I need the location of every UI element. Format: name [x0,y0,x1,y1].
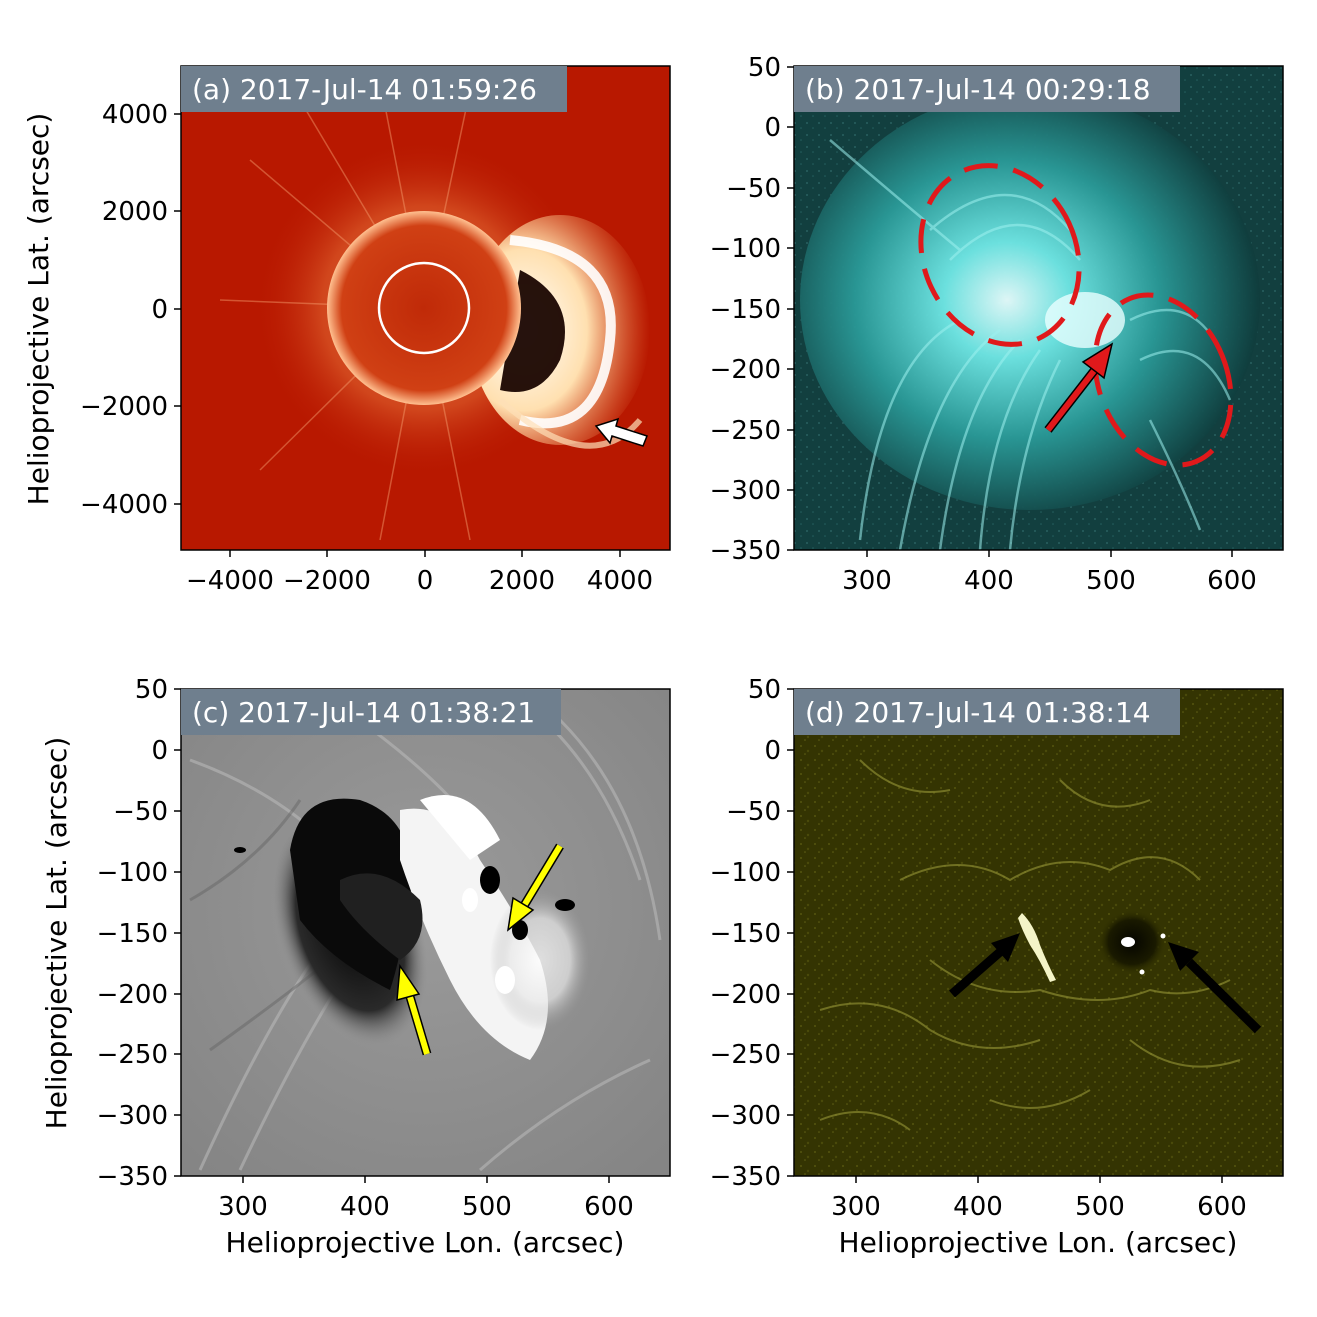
y-tick: 2000 [102,197,168,227]
panel-b-title-box [794,66,1180,112]
x-tick: 2000 [489,566,555,596]
yellow-arrow-icon [396,963,432,1056]
x-tick: 400 [953,1192,1003,1222]
x-tick: 500 [1075,1192,1125,1222]
x-tick: −4000 [186,566,274,596]
y-tick: −200 [97,980,168,1010]
x-axis-label: Helioprojective Lon. (arcsec) [226,1226,625,1259]
y-tick: −350 [97,1162,168,1192]
yellow-arrow-icon [506,843,564,932]
y-tick: −300 [97,1101,168,1131]
panel-a-title-box [181,66,567,112]
panel-b-image [794,66,1283,550]
y-tick: 50 [748,675,781,705]
panel-d-title: (d) 2017-Jul-14 01:38:14 [805,696,1151,729]
x-tick: −2000 [283,566,371,596]
x-axis-label: Helioprojective Lon. (arcsec) [839,1226,1238,1259]
y-tick: 0 [151,295,168,325]
y-tick: −100 [97,858,168,888]
y-tick: −200 [710,355,781,385]
x-tick: 400 [964,566,1014,596]
x-tick: 600 [584,1192,634,1222]
x-tick: 4000 [587,566,653,596]
panel-c: (c) 2017-Jul-14 01:38:21 300 400 500 600… [40,675,671,1259]
y-tick: 50 [135,675,168,705]
x-tick: 400 [340,1192,390,1222]
y-tick: −50 [113,797,168,827]
y-tick: −300 [710,476,781,506]
y-axis-label: Helioprojective Lat. (arcsec) [40,737,73,1130]
panel-d: (d) 2017-Jul-14 01:38:14 300 400 500 600… [710,675,1284,1259]
red-arrow-icon [1044,342,1114,433]
y-tick: −250 [97,1040,168,1070]
y-tick: −350 [710,1162,781,1192]
y-tick: 0 [151,736,168,766]
y-tick: −100 [710,234,781,264]
y-tick: 0 [764,736,781,766]
y-tick: 0 [764,113,781,143]
y-axis-label: Helioprojective Lat. (arcsec) [22,113,55,506]
panel-b-title: (b) 2017-Jul-14 00:29:18 [805,73,1151,106]
y-tick: −350 [710,536,781,566]
x-tick: 300 [842,566,892,596]
panel-d-image [794,689,1283,1176]
y-tick: −250 [710,1040,781,1070]
x-tick: 300 [831,1192,881,1222]
panel-d-title-box [794,689,1180,735]
y-tick: −100 [710,858,781,888]
y-tick: 4000 [102,100,168,130]
y-tick: −300 [710,1101,781,1131]
y-tick: −50 [726,797,781,827]
y-tick: −150 [97,919,168,949]
black-arrow-icon [949,933,1020,998]
x-tick: 0 [417,566,434,596]
y-tick: −2000 [80,392,168,422]
y-tick: −150 [710,919,781,949]
x-tick: 600 [1207,566,1257,596]
y-tick: 50 [748,53,781,83]
x-tick: 500 [1086,566,1136,596]
y-tick: −150 [710,295,781,325]
x-tick: 600 [1197,1192,1247,1222]
panel-a-title: (a) 2017-Jul-14 01:59:26 [192,73,537,106]
panel-a-image [181,66,670,550]
y-tick: −200 [710,980,781,1010]
black-arrow-icon [1168,942,1262,1034]
x-tick: 300 [218,1192,268,1222]
panel-c-title-box [181,689,561,735]
y-tick: −250 [710,416,781,446]
panel-b: (b) 2017-Jul-14 00:29:18 300 400 500 600… [710,53,1284,596]
x-tick: 500 [462,1192,512,1222]
panel-c-image [181,689,670,1176]
y-tick: −4000 [80,490,168,520]
y-tick: −50 [726,174,781,204]
panel-a: (a) 2017-Jul-14 01:59:26 −4000 −2000 0 2… [22,65,671,596]
white-arrow-icon [594,417,648,447]
panel-c-title: (c) 2017-Jul-14 01:38:21 [192,696,535,729]
